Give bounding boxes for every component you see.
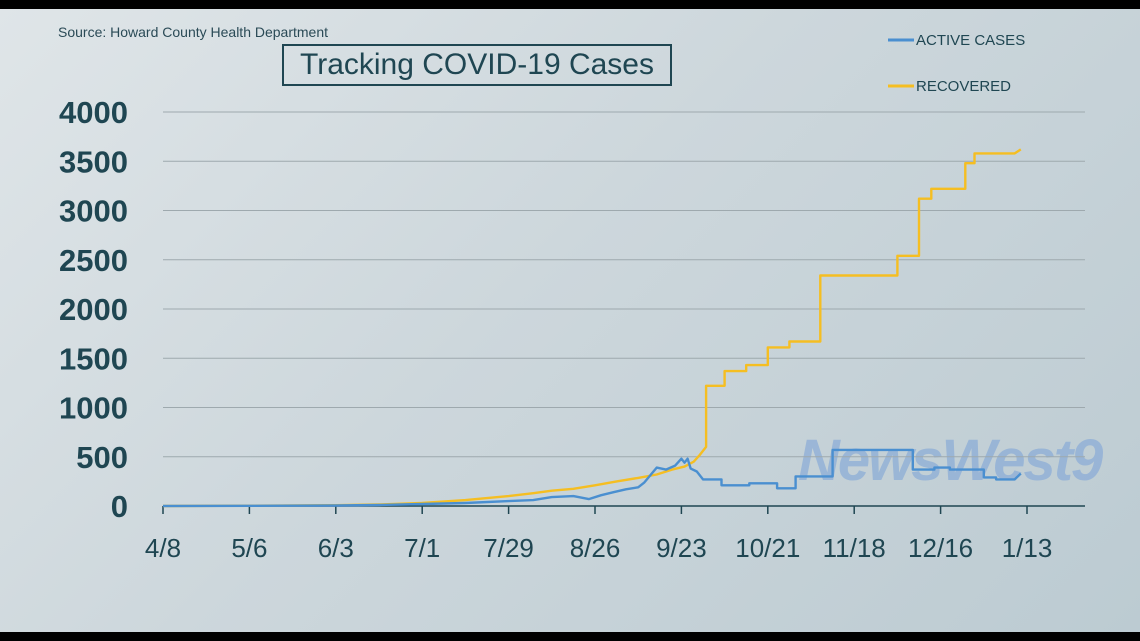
x-tick-label: 1/13: [1002, 533, 1053, 563]
series-line-active-cases: [162, 448, 1022, 508]
x-tick-label: 7/29: [483, 533, 534, 563]
legend: ACTIVE CASES RECOVERED: [888, 32, 1025, 95]
x-tick-label: 9/23: [656, 533, 707, 563]
y-tick-label: 1000: [59, 391, 128, 426]
series-line-recovered: [162, 148, 1022, 508]
legend-label: RECOVERED: [916, 78, 1011, 95]
x-tick-label: 6/3: [318, 533, 354, 563]
source-label: Source: Howard County Health Department: [58, 24, 329, 40]
x-tick-label: 8/26: [570, 533, 621, 563]
newswest9-logo: NewsWest9: [798, 428, 1103, 493]
y-tick-label: 500: [76, 440, 128, 475]
x-axis-ticks: 4/8 5/6 6/3 7/1 7/29 8/26 9/23 10/21 11/18 12/16 1…: [145, 505, 1085, 563]
y-tick-label: 3500: [59, 144, 128, 179]
y-tick-label: 2500: [59, 243, 128, 278]
chart-background: [0, 9, 1140, 632]
y-tick-label: 4000: [59, 95, 128, 130]
y-tick-label: 3000: [59, 194, 128, 229]
x-tick-label: 11/18: [823, 533, 886, 563]
series-lines: [162, 148, 1022, 508]
y-axis-ticks: 4000 3500 3000 2500 2000 1500 1000 500 0: [59, 95, 128, 524]
x-tick-label: 4/8: [145, 533, 181, 563]
gridlines: [163, 111, 1085, 507]
y-tick-label: 2000: [59, 292, 128, 327]
x-tick-label: 7/1: [404, 533, 440, 563]
legend-label: ACTIVE CASES: [916, 32, 1025, 49]
y-tick-label: 0: [111, 489, 128, 524]
x-tick-label: 5/6: [231, 533, 267, 563]
chart-title: Tracking COVID-19 Cases: [282, 44, 672, 86]
x-tick-label: 12/16: [908, 533, 973, 563]
x-tick-label: 10/21: [735, 533, 800, 563]
y-tick-label: 1500: [59, 341, 128, 376]
